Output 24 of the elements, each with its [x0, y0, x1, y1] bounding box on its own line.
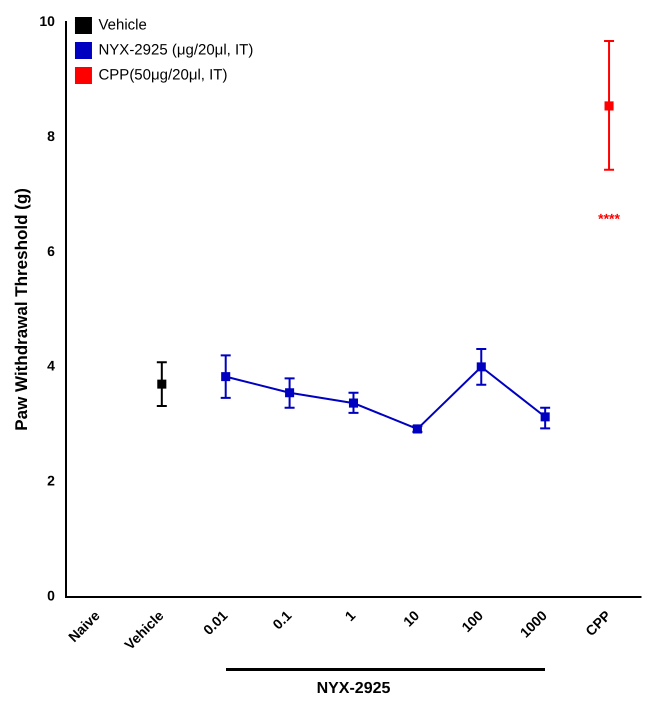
x-tick-label: 0.1 — [269, 607, 295, 632]
annotation: **** — [598, 210, 620, 227]
point — [604, 101, 614, 110]
x-axis-title: NYX-2925 — [316, 680, 390, 697]
y-tick-label: 10 — [39, 12, 56, 29]
legend-label: Vehicle — [98, 16, 147, 34]
legend-label: NYX-2925 (μg/20μl, IT) — [98, 42, 254, 59]
y-tick-label: 0 — [47, 588, 56, 604]
point — [476, 362, 486, 372]
y-tick-label: 2 — [47, 472, 56, 489]
point — [540, 412, 550, 422]
legend-label: CPP(50μg/20μl, IT) — [98, 66, 228, 84]
y-tick-label: 4 — [47, 358, 56, 374]
point — [221, 372, 230, 382]
point — [157, 380, 166, 389]
y-tick-label: 6 — [47, 242, 56, 259]
x-tick-label: 10 — [400, 607, 422, 630]
x-tick-label: 0.01 — [200, 607, 231, 638]
y-tick-label: 8 — [47, 128, 56, 144]
x-tick-label: 1 — [342, 607, 358, 624]
x-tick-label: 100 — [458, 607, 486, 636]
point — [348, 398, 358, 408]
y-axis-title: Paw Withdrawal Threshold (g) — [12, 188, 31, 431]
point — [285, 388, 294, 398]
